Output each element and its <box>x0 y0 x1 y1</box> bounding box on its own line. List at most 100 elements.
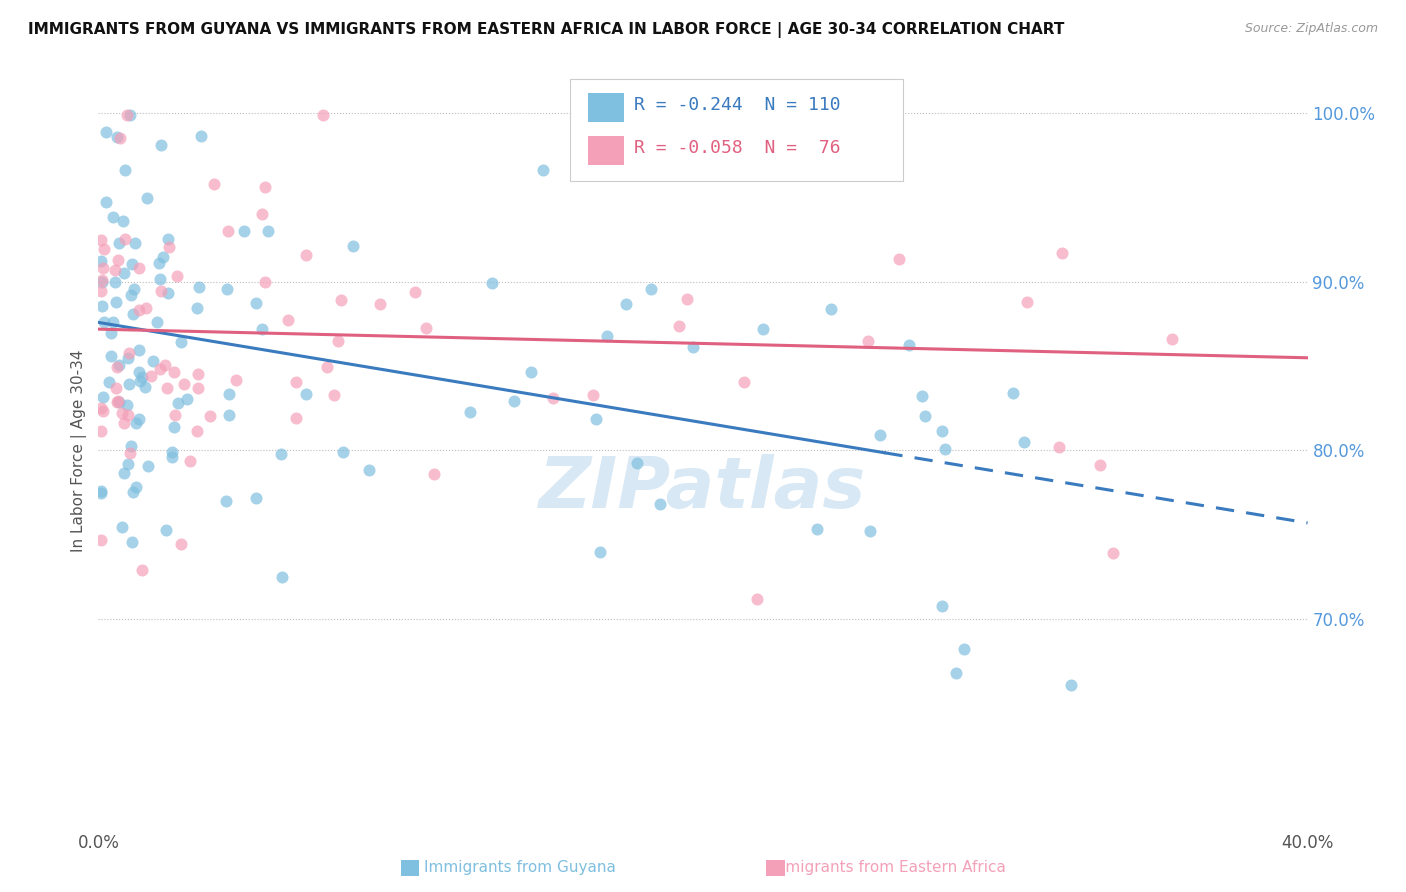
Point <box>458 405 481 419</box>
Point <box>90 486 112 500</box>
Point <box>138 458 160 473</box>
Point <box>149 285 172 299</box>
Point <box>520 366 543 380</box>
Point <box>165 409 187 423</box>
Point <box>315 359 337 374</box>
Point <box>111 406 134 420</box>
Point <box>100 349 122 363</box>
Point <box>156 381 179 395</box>
Point <box>198 409 221 423</box>
Point <box>332 445 354 459</box>
Point <box>160 445 183 459</box>
Point <box>93 315 115 329</box>
Point <box>117 351 139 365</box>
Point <box>118 376 141 391</box>
Point <box>149 272 172 286</box>
Point <box>105 359 128 374</box>
Point <box>131 369 153 384</box>
Point <box>1050 246 1073 260</box>
Point <box>187 381 209 395</box>
Point <box>1160 332 1182 346</box>
Point <box>128 261 150 276</box>
Point <box>112 214 135 228</box>
Point <box>541 391 564 405</box>
Point <box>187 279 209 293</box>
Point <box>1101 546 1123 560</box>
Point <box>342 238 364 252</box>
Point <box>124 235 146 250</box>
Point <box>90 284 112 298</box>
Point <box>101 315 124 329</box>
Point <box>163 365 186 379</box>
FancyBboxPatch shape <box>588 94 624 122</box>
Text: R = -0.244  N = 110: R = -0.244 N = 110 <box>634 96 841 114</box>
Point <box>931 424 953 438</box>
Point <box>225 372 247 386</box>
Point <box>145 315 167 329</box>
Point <box>934 442 956 456</box>
Point <box>170 334 193 349</box>
Text: IMMIGRANTS FROM GUYANA VS IMMIGRANTS FROM EASTERN AFRICA IN LABOR FORCE | AGE 30: IMMIGRANTS FROM GUYANA VS IMMIGRANTS FRO… <box>28 22 1064 38</box>
Point <box>105 130 128 145</box>
Point <box>733 375 755 389</box>
Point <box>104 262 127 277</box>
Point <box>121 534 143 549</box>
Point <box>105 381 128 395</box>
Point <box>202 177 225 191</box>
Point <box>856 334 879 349</box>
Point <box>596 329 619 343</box>
Point <box>149 137 172 152</box>
Point <box>131 563 153 577</box>
Point <box>166 269 188 284</box>
Point <box>120 288 142 302</box>
Point <box>125 417 148 431</box>
Point <box>250 322 273 336</box>
Point <box>148 255 170 269</box>
Point <box>640 282 662 296</box>
Point <box>117 457 139 471</box>
Point <box>163 420 186 434</box>
Point <box>186 301 208 315</box>
Point <box>1012 434 1035 449</box>
Point <box>911 389 934 403</box>
Point <box>91 390 114 404</box>
Point <box>745 592 768 607</box>
Point <box>120 445 142 459</box>
Point <box>423 467 446 481</box>
Point <box>233 224 256 238</box>
Point <box>256 224 278 238</box>
Point <box>141 368 163 383</box>
Point <box>117 398 139 412</box>
FancyBboxPatch shape <box>569 79 903 181</box>
Point <box>91 260 114 275</box>
Point <box>160 450 183 465</box>
Point <box>122 281 145 295</box>
Point <box>676 293 699 307</box>
Point <box>914 409 936 424</box>
Point <box>820 302 842 317</box>
Point <box>215 494 238 508</box>
Text: Source: ZipAtlas.com: Source: ZipAtlas.com <box>1244 22 1378 36</box>
Point <box>945 665 967 680</box>
Point <box>277 313 299 327</box>
Point <box>1060 678 1083 692</box>
Point <box>90 533 112 547</box>
Point <box>190 128 212 143</box>
Point <box>115 108 138 122</box>
Point <box>284 410 307 425</box>
Point <box>218 408 240 422</box>
Text: ZIPatlas: ZIPatlas <box>540 454 866 523</box>
Point <box>129 374 152 388</box>
Point <box>101 211 124 225</box>
Point <box>187 367 209 381</box>
Point <box>91 272 114 286</box>
Point <box>156 285 179 300</box>
Point <box>121 257 143 271</box>
Point <box>142 354 165 368</box>
Point <box>114 232 136 246</box>
Point <box>859 524 882 539</box>
Point <box>108 359 131 373</box>
Point <box>648 497 671 511</box>
Point <box>953 642 976 657</box>
Point <box>125 480 148 494</box>
